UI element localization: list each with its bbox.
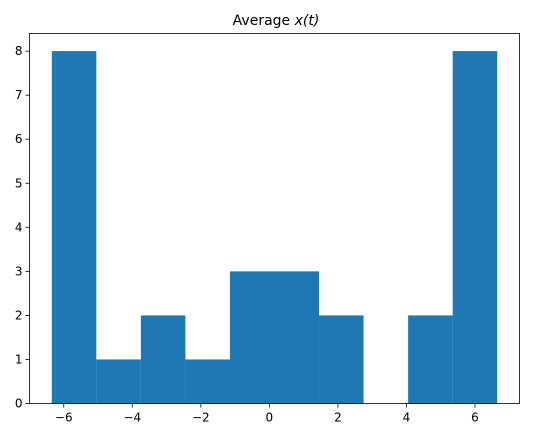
histogram-bar-3 (185, 359, 230, 404)
plot-frame (29, 33, 520, 404)
y-tick-label: 6 (15, 132, 23, 146)
y-tick-label: 2 (15, 308, 23, 322)
chart-title: Average x(t) (233, 13, 320, 29)
histogram-bar-2 (140, 315, 186, 404)
x-tick-label: 2 (334, 411, 342, 425)
x-tick-label: −2 (192, 411, 210, 425)
x-tick-label: −6 (55, 411, 73, 425)
x-tick-label: 0 (266, 411, 274, 425)
histogram-bar-6 (319, 315, 364, 404)
y-tick-label: 7 (15, 88, 23, 102)
histogram-bar-0 (51, 51, 97, 404)
chart-title-math: x(t) (294, 13, 320, 29)
y-axis-ticks: 0 1 2 3 4 5 6 7 8 (15, 44, 30, 411)
histogram-bar-1 (96, 359, 141, 404)
histogram-bar-8 (408, 315, 453, 404)
histogram-bar-4 (229, 271, 275, 404)
y-tick-label: 8 (15, 44, 23, 58)
y-tick-label: 5 (15, 176, 23, 190)
x-tick-label: 6 (471, 411, 479, 425)
y-tick-label: 1 (15, 352, 23, 366)
chart-title-prefix: Average (233, 13, 295, 29)
x-tick-label: −4 (123, 411, 141, 425)
y-tick-label: 4 (15, 220, 23, 234)
x-axis-ticks: −6 −4 −2 0 2 4 6 (55, 403, 479, 425)
bars-group (51, 51, 498, 404)
histogram-bar-5 (274, 271, 320, 404)
y-tick-label: 0 (15, 397, 23, 411)
histogram-bar-9 (452, 51, 498, 404)
x-tick-label: 4 (403, 411, 411, 425)
y-tick-label: 3 (15, 264, 23, 278)
